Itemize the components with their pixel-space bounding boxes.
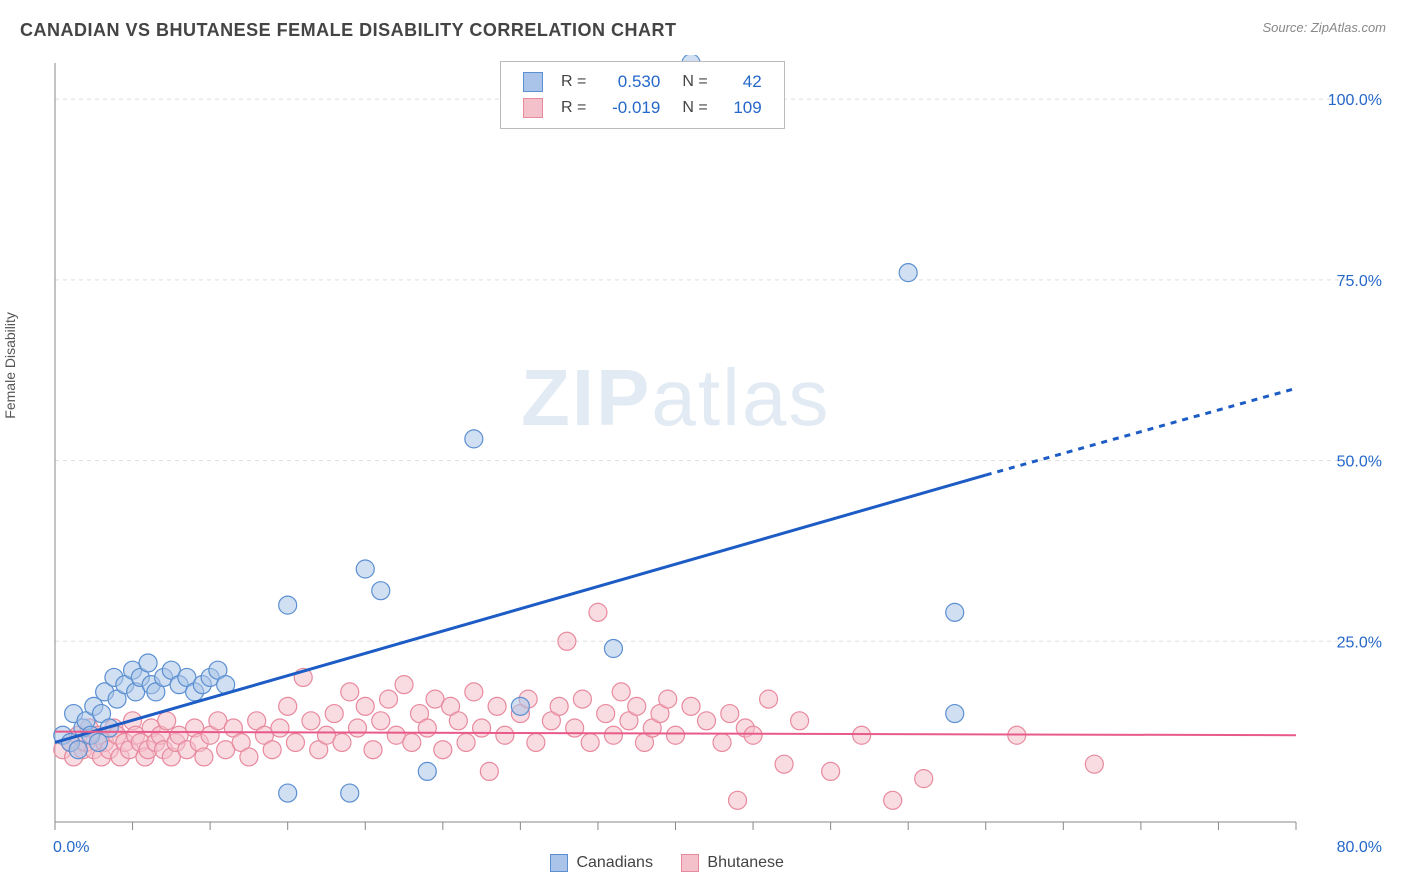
scatter-plot: 25.0% 50.0% 75.0% 100.0% 0.0% 80.0% <box>20 55 1386 872</box>
svg-text:25.0%: 25.0% <box>1337 634 1382 651</box>
svg-text:80.0%: 80.0% <box>1337 839 1382 856</box>
chart-title: CANADIAN VS BHUTANESE FEMALE DISABILITY … <box>20 20 677 41</box>
svg-text:0.0%: 0.0% <box>53 839 89 856</box>
correlation-legend: R =0.530N =42R =-0.019N =109 <box>500 61 785 129</box>
svg-text:50.0%: 50.0% <box>1337 454 1382 471</box>
y-axis-label: Female Disability <box>2 312 18 419</box>
svg-text:100.0%: 100.0% <box>1328 92 1382 109</box>
svg-text:75.0%: 75.0% <box>1337 273 1382 290</box>
chart-source: Source: ZipAtlas.com <box>1262 20 1386 35</box>
x-axis-legend: Canadians Bhutanese <box>550 854 812 872</box>
